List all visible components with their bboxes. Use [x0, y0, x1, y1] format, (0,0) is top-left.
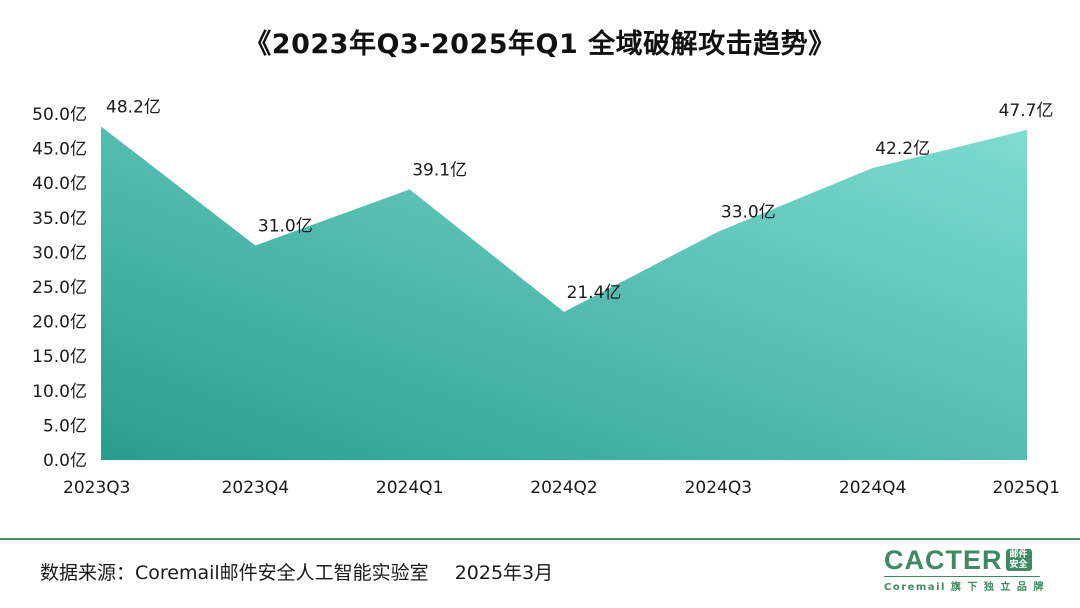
report-date: 2025年3月: [454, 562, 554, 584]
data-label-2023Q3: 48.2亿: [106, 97, 161, 117]
x-tick-label: 2024Q1: [376, 478, 443, 498]
x-tick-label: 2023Q3: [63, 478, 130, 498]
brand-name: CACTER: [884, 545, 1003, 575]
y-tick-label: 25.0亿: [32, 278, 87, 298]
data-label-leader: [875, 159, 882, 167]
y-tick-label: 15.0亿: [32, 347, 87, 367]
data-label-leader: [720, 223, 727, 230]
data-label-2024Q1: 39.1亿: [412, 160, 467, 180]
data-point-2023Q3: [100, 125, 103, 128]
data-point-2024Q4: [871, 166, 874, 169]
x-tick-label: 2024Q2: [530, 478, 597, 498]
data-label-2024Q3: 33.0亿: [721, 203, 776, 223]
brand-badge: 邮件 安全: [1005, 549, 1032, 571]
y-tick-label: 40.0亿: [32, 174, 87, 194]
x-tick-label: 2023Q4: [222, 478, 289, 498]
x-tick-label: 2024Q4: [839, 478, 906, 498]
x-tick-label: 2024Q3: [685, 478, 752, 498]
footer-divider: [0, 538, 1080, 540]
data-label-2024Q4: 42.2亿: [875, 139, 930, 159]
data-point-2024Q3: [717, 230, 720, 233]
brand-tagline: Coremail 旗 下 独 立 品 牌: [884, 576, 1043, 593]
y-tick-label: 10.0亿: [32, 382, 87, 402]
data-label-leader: [566, 303, 573, 311]
data-label-leader: [1029, 121, 1036, 129]
data-label-leader: [412, 181, 419, 188]
area-chart: 0.0亿 5.0亿 10.0亿 15.0亿 20.0亿 25.0亿 30.0亿 35.0亿 40…: [32, 97, 1060, 498]
brand-badge-line1: 邮件: [1009, 550, 1028, 560]
data-source: 数据来源：Coremail邮件安全人工智能实验室: [40, 562, 429, 584]
brand-logo: CACTER 邮件 安全 Coremail 旗 下 独 立 品 牌: [884, 545, 1043, 593]
y-tick-label: 20.0亿: [32, 313, 87, 333]
footer-source-text: 数据来源：Coremail邮件安全人工智能实验室 2025年3月: [40, 558, 553, 585]
data-point-2024Q1: [408, 188, 411, 191]
y-tick-label: 45.0亿: [32, 140, 87, 160]
data-label-2023Q4: 31.0亿: [258, 216, 313, 236]
data-label-2024Q2: 21.4亿: [567, 283, 622, 303]
area-series: [101, 126, 1027, 461]
data-label-leader: [257, 237, 264, 244]
chart-title: 《2023年Q3-2025年Q1 全域破解攻击趋势》: [244, 29, 836, 60]
data-point-2025Q1: [1026, 128, 1029, 131]
y-tick-label: 30.0亿: [32, 243, 87, 263]
data-point-2024Q2: [563, 310, 566, 313]
data-label-2025Q1: 47.7亿: [999, 101, 1054, 121]
y-tick-label: 35.0亿: [32, 209, 87, 229]
y-tick-label: 0.0亿: [43, 451, 87, 471]
y-tick-label: 5.0亿: [43, 416, 87, 436]
x-tick-label: 2025Q1: [993, 478, 1060, 498]
data-label-leader: [103, 118, 110, 125]
brand-badge-line2: 安全: [1009, 560, 1028, 570]
data-point-2023Q4: [254, 244, 257, 247]
y-tick-label: 50.0亿: [32, 105, 87, 125]
